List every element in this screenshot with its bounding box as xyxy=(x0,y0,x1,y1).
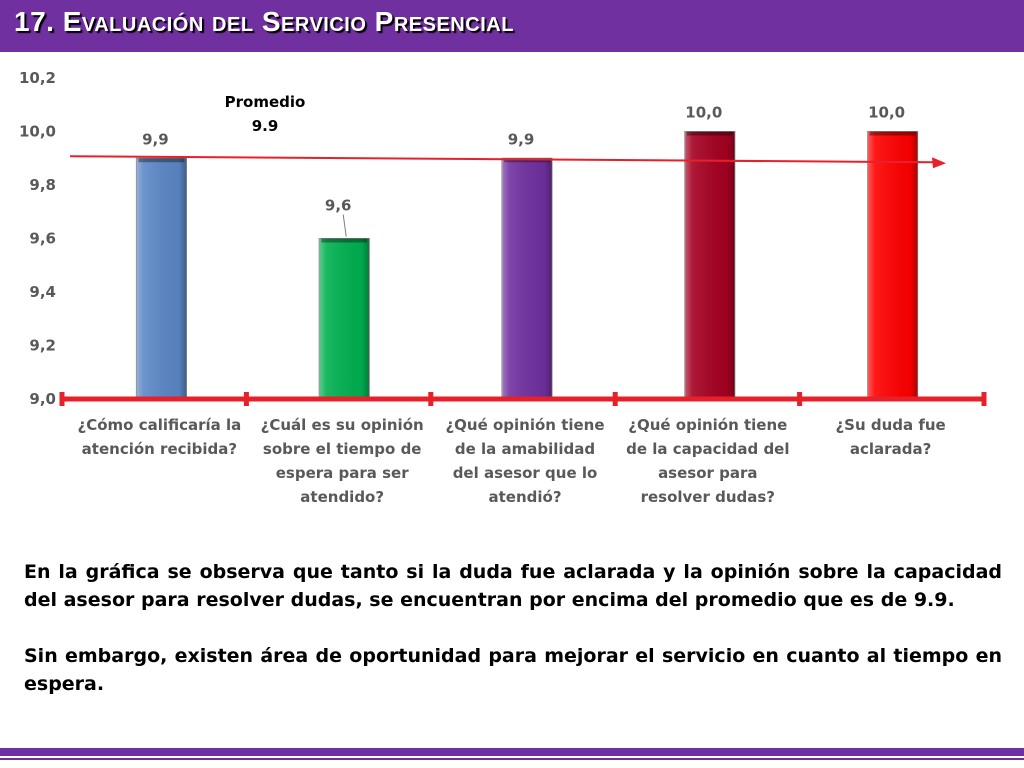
y-axis-ticks: 9,0 9,2 9,4 9,6 9,8 10,0 10,2 xyxy=(19,69,56,408)
x-category-label: ¿Qué opinión tiene de la amabilidad del … xyxy=(445,416,605,506)
bar-top-edge xyxy=(686,131,733,136)
bar-shine xyxy=(319,238,370,399)
y-tick-label: 9,6 xyxy=(29,230,56,248)
bar-top-edge xyxy=(138,158,185,163)
bar-value-label: 10,0 xyxy=(868,104,905,122)
title-bar: 17. Evaluación del Servicio Presencial xyxy=(0,0,1024,52)
bar-top-edge xyxy=(869,131,916,136)
x-category-label: ¿Su duda fue aclarada? xyxy=(835,416,946,458)
bar xyxy=(318,238,370,400)
bar-value-label: 9,6 xyxy=(325,197,352,215)
bar xyxy=(135,157,187,400)
x-category-label: ¿Cuál es su opinión sobre el tiempo de e… xyxy=(260,416,424,506)
y-tick-label: 9,8 xyxy=(29,176,56,194)
y-tick-label: 10,2 xyxy=(19,69,56,87)
average-arrowhead xyxy=(932,157,946,169)
footer-line xyxy=(0,758,1024,760)
y-tick-label: 9,0 xyxy=(29,390,56,408)
x-category-label: ¿Cómo calificaría la atención recibida? xyxy=(77,416,242,458)
bar-value-label: 10,0 xyxy=(685,104,722,122)
footer-bar xyxy=(0,748,1024,756)
label-leader-line xyxy=(342,214,347,237)
x-axis xyxy=(59,392,987,406)
bar-value-label: 9,9 xyxy=(508,130,535,148)
y-tick-label: 10,0 xyxy=(19,123,56,141)
bar-shine xyxy=(502,158,552,399)
bar-top-edge xyxy=(321,238,368,243)
conclusion-paragraph-2: Sin embargo, existen área de oportunidad… xyxy=(24,645,1002,695)
value-labels: 9,9 9,6 9,9 10,0 10,0 xyxy=(142,104,905,237)
conclusion-text: En la gráfica se observa que tanto si la… xyxy=(24,558,1002,726)
average-value: 9.9 xyxy=(252,117,279,135)
bar xyxy=(501,157,553,400)
bar-shine xyxy=(136,158,187,399)
average-annotation: Promedio 9.9 xyxy=(69,93,946,169)
slide-title: 17. Evaluación del Servicio Presencial xyxy=(14,6,514,37)
y-tick-label: 9,2 xyxy=(29,337,56,355)
bars xyxy=(135,131,919,400)
average-line xyxy=(69,155,935,164)
bar-chart: 9,0 9,2 9,4 9,6 9,8 10,0 10,2 9,9 9,6 9,9 10,0 10,… xyxy=(19,69,987,408)
bar-shine xyxy=(684,131,735,399)
conclusion-paragraph-1: En la gráfica se observa que tanto si la… xyxy=(24,561,1002,611)
y-tick-label: 9,4 xyxy=(29,283,56,301)
average-label: Promedio xyxy=(225,93,306,111)
bar-value-label: 9,9 xyxy=(142,130,169,148)
bar-shine xyxy=(867,131,918,399)
x-category-label: ¿Qué opinión tiene de la capacidad del a… xyxy=(626,416,790,506)
bar xyxy=(867,131,919,400)
bar xyxy=(684,131,736,400)
